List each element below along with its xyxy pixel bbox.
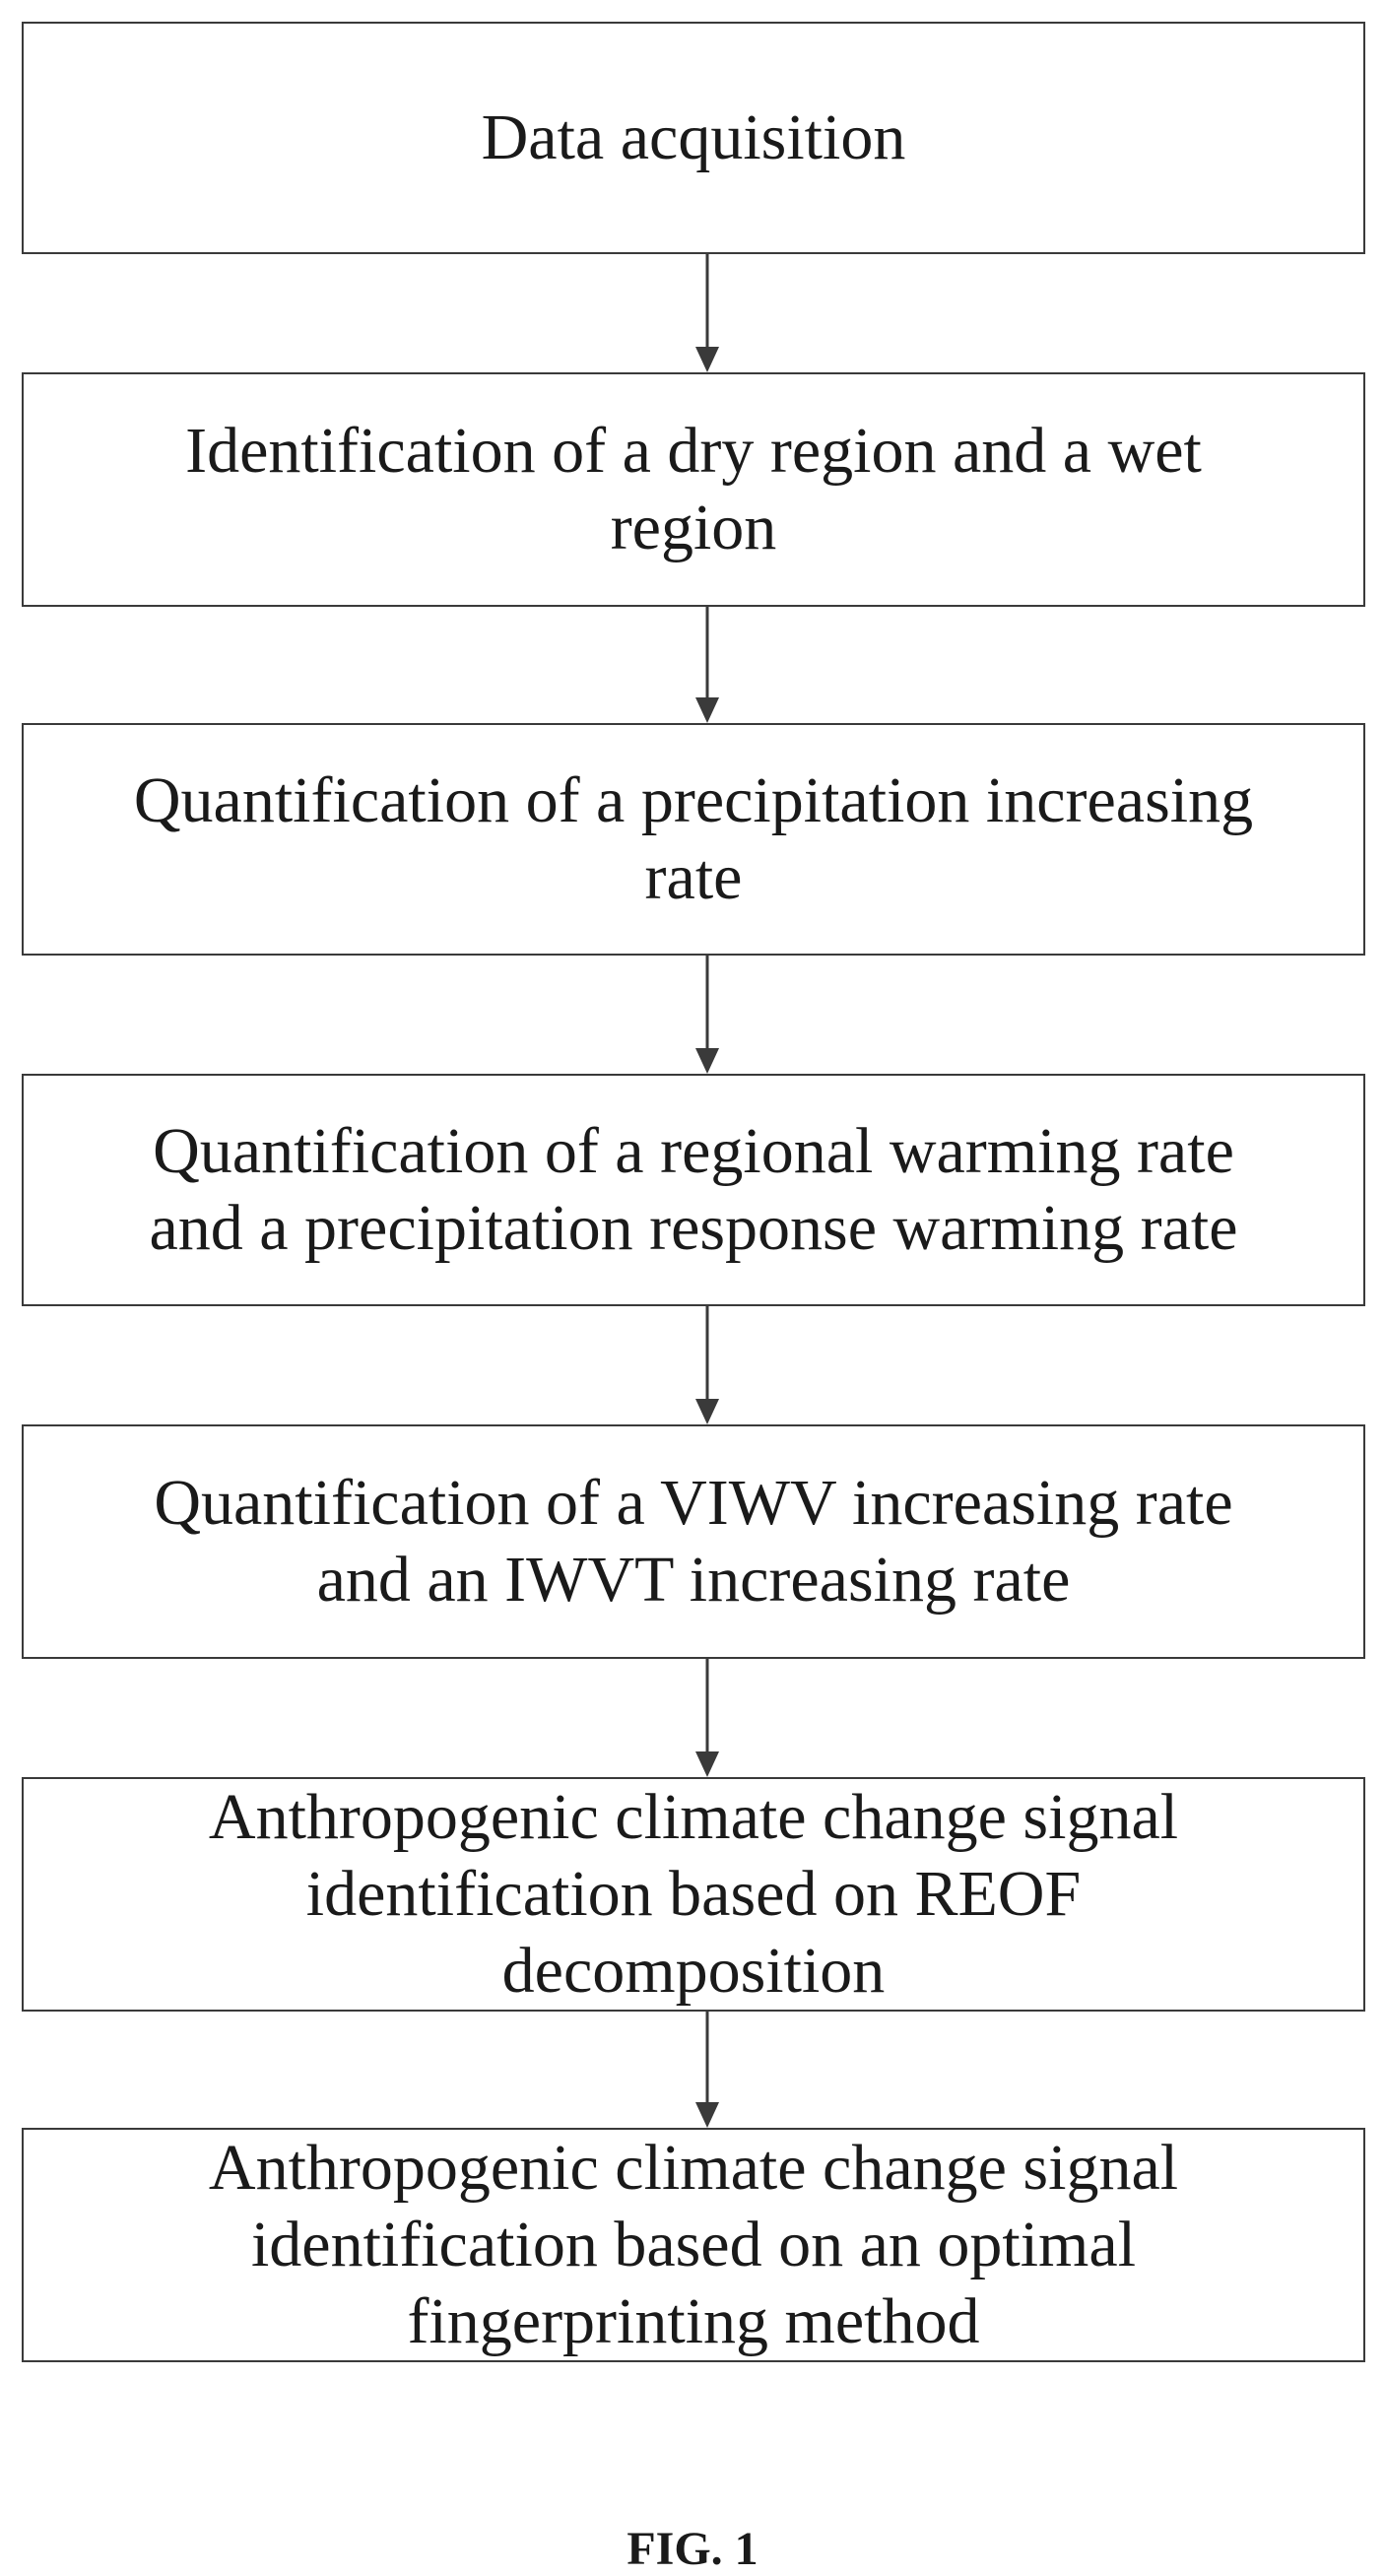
step-viwv-iwvt-quantification: Quantification of a VIWV increasing rate… xyxy=(22,1424,1365,1659)
step-warming-rate-quantification: Quantification of a regional warming rat… xyxy=(22,1074,1365,1306)
step-text-line: Quantification of a precipitation increa… xyxy=(133,764,1254,837)
step-data-acquisition: Data acquisition xyxy=(22,22,1365,254)
step-text-line: Identification of a dry region and a wet xyxy=(185,415,1202,488)
step-text-line: Quantification of a VIWV increasing rate xyxy=(154,1467,1233,1540)
step-text-line: Anthropogenic climate change signal xyxy=(208,2132,1179,2205)
figure-caption: FIG. 1 xyxy=(627,2523,758,2575)
step-text-line: Anthropogenic climate change signal xyxy=(208,1781,1179,1854)
step-text: Quantification of a precipitation increa… xyxy=(134,762,1253,916)
flow-arrow xyxy=(690,2012,725,2128)
step-reof-signal-identification: Anthropogenic climate change signal iden… xyxy=(22,1777,1365,2012)
step-text: Anthropogenic climate change signal iden… xyxy=(209,2130,1178,2360)
step-fingerprinting-signal-identification: Anthropogenic climate change signal iden… xyxy=(22,2128,1365,2362)
step-text: Anthropogenic climate change signal iden… xyxy=(209,1779,1178,2010)
step-text-line: region xyxy=(610,492,777,563)
step-text-line: Data acquisition xyxy=(481,101,906,174)
step-text: Data acquisition xyxy=(482,99,906,176)
step-text-line: decomposition xyxy=(501,1934,886,2007)
step-text-line: and a precipitation response warming rat… xyxy=(149,1192,1238,1264)
step-text-line: and an IWVT increasing rate xyxy=(316,1544,1071,1616)
step-text-line: rate xyxy=(644,841,743,913)
flow-arrow xyxy=(690,1306,725,1424)
step-text: Quantification of a regional warming rat… xyxy=(149,1113,1237,1267)
flow-arrow xyxy=(690,1659,725,1777)
step-text: Identification of a dry region and a wet… xyxy=(185,413,1202,566)
step-dry-wet-region-identification: Identification of a dry region and a wet… xyxy=(22,372,1365,607)
flow-arrow xyxy=(690,956,725,1074)
step-text-line: identification based on an optimal xyxy=(250,2209,1137,2281)
flow-arrow xyxy=(690,607,725,723)
step-text-line: identification based on REOF xyxy=(305,1858,1082,1931)
step-precipitation-rate-quantification: Quantification of a precipitation increa… xyxy=(22,723,1365,956)
step-text: Quantification of a VIWV increasing rate… xyxy=(154,1465,1232,1618)
flow-arrow xyxy=(690,254,725,372)
step-text-line: fingerprinting method xyxy=(407,2284,980,2357)
step-text-line: Quantification of a regional warming rat… xyxy=(153,1115,1234,1188)
